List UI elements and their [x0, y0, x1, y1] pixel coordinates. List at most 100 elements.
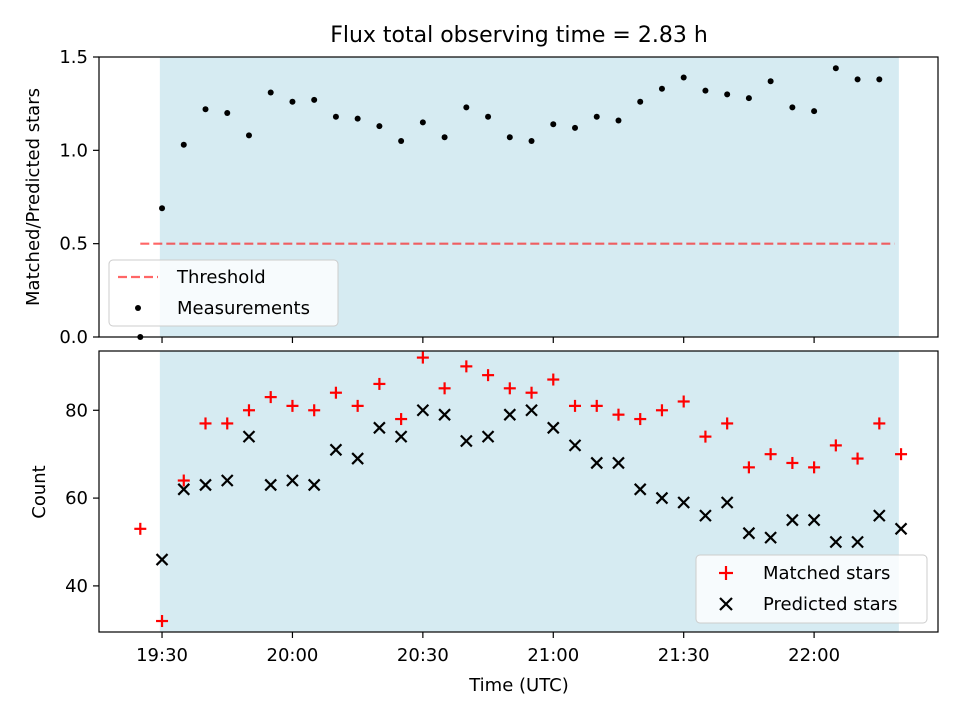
bottom-y-tick-label: 80	[65, 400, 88, 421]
predicted-star-point	[590, 456, 604, 470]
matched-star-point	[329, 386, 342, 399]
top-y-tick-label: 0.5	[59, 234, 88, 255]
predicted-star-point	[199, 478, 212, 492]
measurement-point	[572, 124, 579, 131]
measurement-point	[702, 87, 709, 94]
matched-star-point	[438, 382, 451, 395]
predicted-star-point	[546, 421, 560, 435]
measurement-point	[789, 104, 796, 111]
measurement-point	[159, 205, 166, 212]
matched-star-point	[677, 395, 690, 408]
matched-star-point	[873, 417, 886, 430]
measurement-point	[832, 65, 839, 72]
predicted-star-point	[525, 403, 538, 417]
predicted-star-point	[699, 509, 712, 522]
predicted-star-point	[351, 452, 364, 465]
measurement-point	[854, 76, 861, 83]
matched-star-point	[221, 417, 234, 430]
matched-star-point	[460, 360, 473, 373]
matched-star-point	[655, 404, 668, 417]
matched-star-point	[177, 474, 190, 487]
measurement-point	[224, 110, 231, 116]
measurement-point	[485, 113, 492, 120]
matched-star-point	[829, 439, 842, 452]
x-tick-label: 19:30	[136, 645, 188, 666]
predicted-star-point	[329, 443, 343, 457]
matched-star-point	[308, 404, 321, 417]
measurement-point	[202, 106, 209, 113]
top-y-axis-label: Matched/Predicted stars	[23, 88, 44, 306]
matched-star-point	[482, 369, 495, 382]
matched-star-point	[156, 615, 169, 628]
predicted-star-point	[851, 535, 864, 549]
bottom-y-tick-label: 40	[65, 576, 88, 597]
measurement-point	[876, 76, 883, 83]
predicted-star-point	[438, 408, 451, 421]
x-tick-label: 22:00	[788, 645, 840, 666]
matched-star-point	[199, 417, 212, 430]
legend-predicted-label: Predicted stars	[763, 594, 897, 615]
top-y-tick-label: 1.0	[59, 140, 88, 161]
x-tick-label: 21:30	[658, 645, 710, 666]
matched-star-point	[525, 386, 538, 399]
predicted-star-point	[177, 483, 191, 496]
measurement-point	[419, 119, 426, 126]
x-tick-label: 20:30	[397, 645, 449, 666]
measurement-point	[658, 85, 665, 92]
measurements-series	[137, 65, 883, 340]
bottom-y-tick-label: 60	[65, 488, 88, 509]
predicted-star-point	[155, 553, 169, 566]
matched-star-point	[634, 413, 647, 426]
measurement-point	[332, 113, 339, 120]
measurement-point	[528, 138, 535, 144]
predicted-star-point	[416, 403, 430, 417]
top-x-ticks	[161, 337, 815, 343]
predicted-star-point	[677, 496, 690, 509]
matched-star-point	[895, 448, 908, 461]
bottom-axes-frame	[98, 350, 939, 633]
chart-title: Flux total observing time = 2.83 h	[330, 23, 708, 48]
x-axis-label: Time (UTC)	[468, 675, 569, 696]
top-y-tick-label: 0.0	[59, 327, 88, 348]
measurement-point	[354, 115, 361, 122]
measurement-point	[506, 134, 513, 141]
predicted-star-point	[764, 531, 777, 544]
matched-star-point	[808, 461, 821, 474]
x-tick-label: 21:00	[527, 645, 579, 666]
predicted-star-point	[460, 434, 473, 448]
top-legend: Threshold Measurements	[108, 259, 339, 327]
matched-star-point	[286, 399, 299, 412]
bottom-y-axis-label: Count	[29, 465, 50, 518]
predicted-star-point	[264, 478, 277, 492]
matched-star-point	[416, 351, 429, 364]
predicted-star-point	[307, 478, 321, 492]
measurement-point	[311, 96, 318, 103]
matched-star-point	[612, 408, 625, 421]
predicted-stars-series	[155, 403, 908, 566]
predicted-star-point	[286, 474, 299, 487]
measurement-point	[267, 89, 274, 96]
bottom-legend: Matched stars Predicted stars	[695, 554, 928, 624]
legend-measurements-swatch	[135, 305, 141, 311]
top-panel: 0.0 0.5 1.0 1.5 Matched/Predicted stars Thr…	[23, 47, 939, 348]
matched-star-point	[134, 522, 147, 535]
measurement-point	[376, 123, 383, 130]
matched-star-point	[742, 461, 755, 474]
legend-matched-label: Matched stars	[763, 563, 890, 584]
top-y-axis: 0.0 0.5 1.0 1.5	[59, 47, 99, 348]
matched-stars-series	[134, 351, 908, 628]
predicted-star-point	[568, 439, 582, 452]
predicted-star-point	[242, 430, 256, 443]
measurement-point	[550, 121, 557, 128]
predicted-star-point	[612, 456, 625, 470]
predicted-star-point	[655, 491, 669, 505]
bottom-panel: 40 60 80 19:30 20:00 20:30 21:00 21:30 22:00 Co…	[29, 350, 939, 666]
predicted-star-point	[394, 430, 408, 443]
x-tick-label: 20:00	[267, 645, 319, 666]
matched-star-point	[242, 404, 255, 417]
bottom-y-axis: 40 60 80	[65, 400, 99, 597]
matched-star-point	[503, 382, 516, 395]
legend-predicted-swatch	[719, 597, 733, 611]
top-axes-frame	[98, 56, 939, 338]
